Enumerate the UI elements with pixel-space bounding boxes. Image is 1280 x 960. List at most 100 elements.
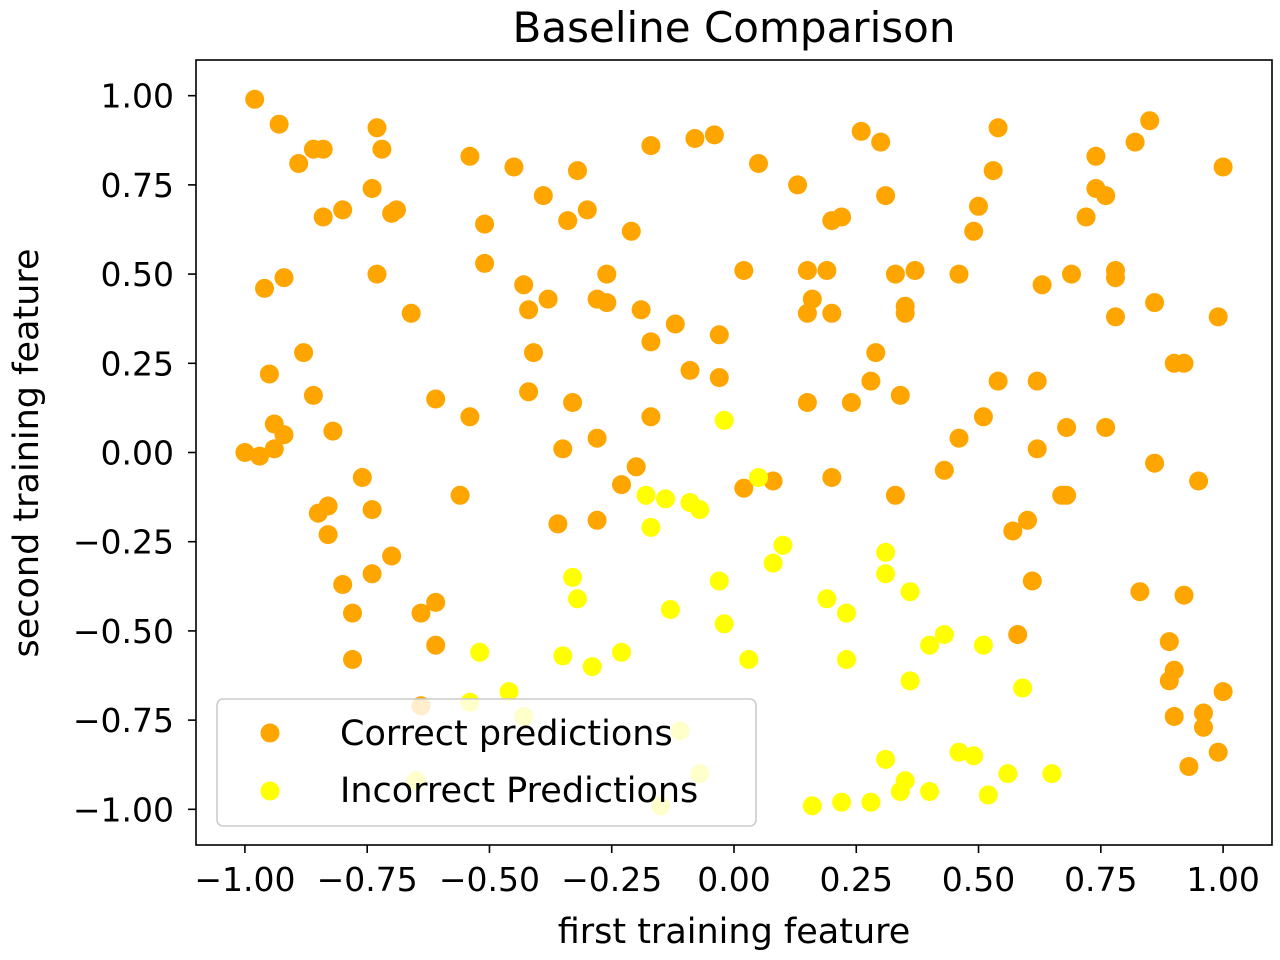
correct-point-37 <box>426 635 446 655</box>
correct-point-140 <box>1174 585 1194 605</box>
correct-point-94 <box>861 371 881 391</box>
legend-box <box>216 698 757 827</box>
correct-point-6 <box>333 200 353 220</box>
correct-point-118 <box>1062 264 1081 284</box>
correct-point-122 <box>1076 207 1096 227</box>
correct-point-33 <box>343 603 362 623</box>
correct-point-16 <box>294 343 314 363</box>
incorrect-point-48 <box>1042 764 1062 784</box>
incorrect-point-42 <box>949 742 969 762</box>
correct-point-66 <box>704 125 724 145</box>
correct-point-44 <box>533 186 553 206</box>
correct-point-23 <box>235 443 255 462</box>
incorrect-point-8 <box>568 589 587 609</box>
correct-point-73 <box>641 407 661 427</box>
incorrect-point-38 <box>895 771 915 791</box>
incorrect-point-3 <box>641 517 661 537</box>
correct-point-50 <box>538 289 558 309</box>
correct-point-28 <box>318 525 338 545</box>
correct-point-9 <box>372 139 392 159</box>
correct-point-36 <box>426 592 446 612</box>
correct-point-17 <box>259 364 279 384</box>
correct-point-20 <box>274 425 294 445</box>
correct-point-32 <box>333 575 353 594</box>
correct-point-52 <box>519 382 539 402</box>
incorrect-point-47 <box>1013 678 1033 698</box>
correct-point-95 <box>841 393 861 412</box>
correct-point-70 <box>680 360 700 380</box>
x-tick-label: −1.00 <box>194 860 295 899</box>
correct-point-45 <box>558 211 578 231</box>
incorrect-point-45 <box>978 785 998 805</box>
correct-point-1 <box>269 114 289 134</box>
incorrect-point-31 <box>861 792 881 812</box>
legend-label-correct: Correct predictions <box>340 714 673 754</box>
incorrect-point-10 <box>582 657 602 677</box>
x-tick-label: 0.00 <box>697 860 770 899</box>
correct-point-98 <box>734 478 754 498</box>
correct-point-92 <box>895 303 915 323</box>
correct-point-30 <box>382 546 402 566</box>
correct-point-130 <box>1125 132 1145 152</box>
correct-point-63 <box>621 221 641 241</box>
correct-point-25 <box>352 468 372 487</box>
correct-point-117 <box>1008 625 1028 644</box>
correct-point-109 <box>949 428 969 448</box>
series-correct <box>235 89 1233 776</box>
correct-point-71 <box>709 325 729 345</box>
incorrect-point-14 <box>499 682 519 702</box>
correct-point-14 <box>274 268 294 288</box>
correct-point-139 <box>1130 582 1150 602</box>
correct-point-64 <box>641 136 661 156</box>
correct-point-43 <box>475 253 495 273</box>
correct-point-131 <box>1140 111 1160 131</box>
correct-point-48 <box>514 275 534 295</box>
correct-point-15 <box>401 303 421 323</box>
y-axis: −1.00 −0.75 −0.50 −0.25 0.00 0.25 0.50 0.75 1.00 <box>73 77 196 829</box>
x-axis: −1.00 −0.75 −0.50 −0.25 0.00 0.25 0.50 0.75 1.00 <box>194 845 1260 899</box>
correct-point-0 <box>245 89 265 109</box>
y-tick-label: −0.75 <box>73 701 174 740</box>
incorrect-point-30 <box>832 792 852 812</box>
correct-point-115 <box>1018 510 1037 530</box>
correct-point-60 <box>597 264 617 284</box>
correct-point-85 <box>832 207 852 227</box>
correct-point-58 <box>548 514 568 534</box>
incorrect-point-27 <box>837 603 856 623</box>
correct-point-41 <box>504 157 524 177</box>
correct-point-7 <box>362 179 382 198</box>
correct-point-4 <box>313 139 333 159</box>
correct-point-143 <box>1159 671 1179 691</box>
correct-point-96 <box>890 385 910 405</box>
correct-point-124 <box>1096 186 1116 206</box>
y-tick-label: 0.75 <box>101 166 174 205</box>
correct-point-102 <box>988 118 1008 138</box>
correct-point-57 <box>587 428 607 448</box>
correct-point-83 <box>822 303 842 323</box>
correct-point-116 <box>1022 571 1042 591</box>
correct-point-21 <box>264 439 284 459</box>
y-tick-label: −0.25 <box>73 523 174 562</box>
correct-point-54 <box>450 485 470 505</box>
y-tick-label: 0.50 <box>101 255 174 294</box>
correct-point-49 <box>519 300 539 320</box>
y-tick-label: 0.25 <box>101 344 174 383</box>
correct-point-125 <box>1086 146 1106 166</box>
y-axis-label: second training feature <box>7 248 47 657</box>
incorrect-point-39 <box>920 782 940 801</box>
correct-point-34 <box>343 650 362 669</box>
correct-point-56 <box>553 439 573 459</box>
x-tick-label: −0.50 <box>439 860 540 899</box>
correct-point-90 <box>905 261 925 280</box>
chart-title: Baseline Comparison <box>513 3 956 52</box>
correct-point-65 <box>685 129 705 148</box>
correct-point-29 <box>362 500 382 520</box>
correct-point-89 <box>885 264 905 284</box>
incorrect-point-44 <box>973 635 993 655</box>
correct-point-27 <box>318 496 338 516</box>
correct-point-55 <box>563 393 583 412</box>
correct-point-147 <box>1213 682 1233 702</box>
correct-point-80 <box>817 261 837 280</box>
correct-point-103 <box>983 161 1003 181</box>
